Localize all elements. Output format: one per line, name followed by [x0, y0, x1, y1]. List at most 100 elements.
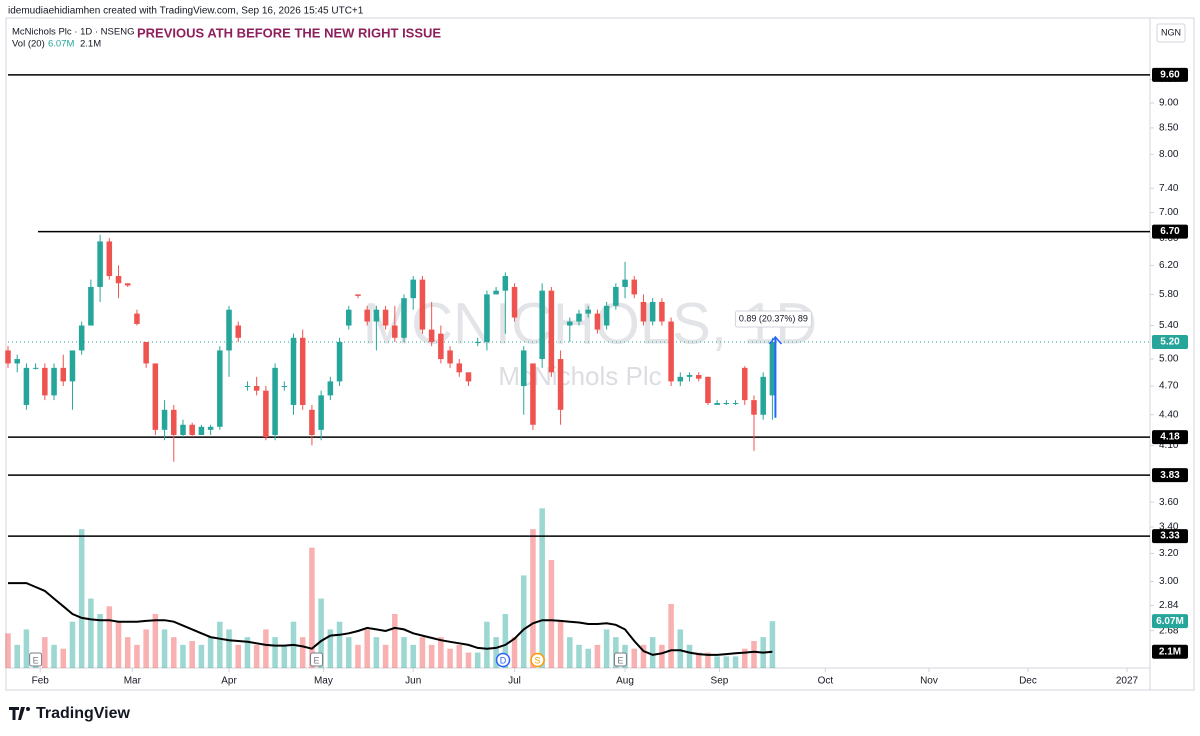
candle-body — [97, 241, 103, 287]
candle-body — [511, 286, 518, 318]
annotation: PREVIOUS ATH BEFORE THE NEW RIGHT ISSUE — [137, 25, 441, 40]
y-tick-label: 4.10 — [1159, 440, 1179, 451]
last-price-label-box — [1152, 334, 1188, 349]
volume-bar — [364, 629, 370, 668]
volume-bar — [382, 644, 389, 668]
axis: 9.509.008.508.007.407.006.606.205.805.40… — [32, 67, 1188, 687]
candle-body — [686, 375, 693, 377]
candle-body — [695, 375, 702, 379]
volume-bar — [69, 621, 76, 668]
brand: TradingView — [36, 705, 131, 722]
volume-bar — [410, 644, 416, 668]
volume-bar — [235, 644, 242, 668]
volume-label-box — [1152, 614, 1188, 629]
volume-bar — [299, 637, 306, 668]
candle-body — [235, 325, 242, 338]
volume-bar — [23, 629, 30, 668]
candle-body — [705, 376, 711, 404]
y-tick-label: 8.50 — [1159, 123, 1179, 134]
x-tick-label: Apr — [221, 676, 237, 687]
candle-body — [23, 367, 30, 405]
level-label-box — [1152, 529, 1188, 544]
candle-body — [364, 309, 370, 322]
volume-bar — [115, 621, 122, 668]
candle-body — [171, 409, 177, 436]
y-tick-label: 2.84 — [1159, 600, 1179, 611]
y-tick-label: 5.80 — [1159, 289, 1179, 300]
candle-body — [576, 313, 582, 322]
candle-body — [567, 321, 573, 326]
event-label: D — [500, 655, 507, 665]
volume-bar — [769, 621, 776, 668]
volume-bar — [14, 644, 20, 668]
indicator-legend: Vol (20) — [12, 39, 45, 50]
volume-bar — [392, 614, 398, 668]
logo-dot — [26, 707, 30, 711]
event-label: E — [33, 655, 39, 665]
volume-legend-value: 6.07M — [48, 39, 74, 50]
volume-bar — [217, 621, 223, 668]
volume-bar — [419, 637, 426, 668]
volume-bar — [244, 637, 251, 668]
candle-body — [392, 325, 398, 338]
y-tick-label: 3.00 — [1159, 576, 1179, 587]
candle-body — [502, 276, 509, 291]
candle-body — [539, 290, 545, 360]
y-tick-label: 3.40 — [1159, 522, 1179, 533]
event-marker — [310, 652, 324, 667]
candle-body — [272, 367, 278, 436]
candle-body — [640, 301, 647, 322]
volume-bar — [281, 644, 288, 668]
plot: E E D S E 0.89 (20.37%) 89 — [5, 74, 1150, 668]
candle-body — [309, 409, 315, 436]
event-marker — [29, 652, 43, 667]
candle-body — [244, 386, 251, 388]
candle-body — [299, 337, 306, 405]
volume-bar — [511, 637, 518, 668]
volume-bar — [88, 598, 94, 668]
y-tick-label: 8.00 — [1159, 149, 1179, 160]
volume-bar — [567, 637, 573, 668]
volume-bar — [520, 575, 527, 668]
volume-bar — [695, 652, 702, 668]
candle-body — [355, 294, 361, 296]
candle-body — [484, 294, 490, 342]
currency-box — [1156, 23, 1186, 43]
x-tick-label: Mar — [124, 676, 142, 687]
candle-body — [143, 341, 149, 364]
measure-label: 0.89 (20.37%) 89 — [739, 313, 808, 323]
level-label-box — [1152, 67, 1188, 82]
candle-body — [742, 367, 748, 401]
volume-bar — [751, 641, 757, 668]
candle-body — [603, 305, 610, 326]
volume-bar — [649, 637, 656, 668]
candle-body — [180, 424, 186, 436]
y-tick-label: 3.60 — [1159, 497, 1179, 508]
x-tick-label: Oct — [818, 676, 834, 687]
logo-icon — [9, 707, 25, 720]
candle-body — [88, 286, 94, 326]
x-tick-label: Dec — [1019, 676, 1037, 687]
level-label: 6.70 — [1160, 226, 1180, 237]
candle-body — [723, 403, 730, 405]
x-tick-label: Aug — [616, 676, 634, 687]
candle-body — [594, 313, 601, 330]
candle-body — [69, 350, 76, 382]
event-marker — [495, 652, 511, 668]
candle-body — [32, 367, 39, 369]
x-tick-label: Nov — [920, 676, 938, 687]
candle-body — [548, 290, 555, 373]
level-label: 3.33 — [1160, 531, 1180, 542]
candle-body — [438, 333, 444, 360]
candle-body — [585, 309, 591, 314]
volume-bar — [640, 644, 647, 668]
candle-body — [226, 309, 232, 351]
measure-label-box — [734, 310, 812, 328]
level-label: 3.83 — [1160, 470, 1180, 481]
volume-bar — [742, 648, 748, 668]
volume-bar — [456, 644, 463, 668]
volume-bar — [51, 644, 57, 668]
candle-body — [493, 290, 499, 295]
candle-body — [520, 350, 527, 387]
